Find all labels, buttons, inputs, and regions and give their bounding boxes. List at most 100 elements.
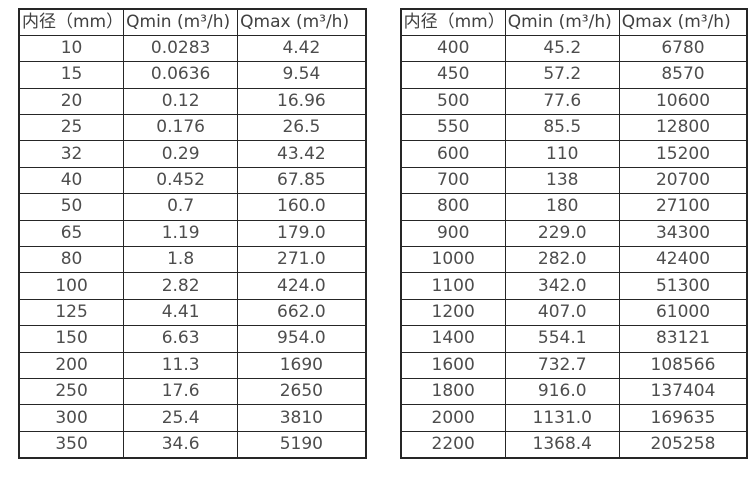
qmin-cell: 229.0 <box>504 219 620 248</box>
diameter-cell: 1800 <box>400 377 506 406</box>
table-row: 1600 732.7 108566 <box>400 351 748 379</box>
diameter-header: 内径（mm） <box>18 8 125 36</box>
qmax-cell: 42400 <box>618 246 748 274</box>
diameter-cell: 400 <box>400 34 506 63</box>
table-row: 25 0.176 26.5 <box>18 114 367 142</box>
table-row: 450 57.2 8570 <box>400 61 748 89</box>
qmin-cell: 85.5 <box>504 114 620 142</box>
qmax-cell: 51300 <box>618 272 748 300</box>
diameter-cell: 2200 <box>400 430 506 459</box>
qmax-cell: 10600 <box>618 87 748 116</box>
qmax-cell: 424.0 <box>237 272 367 300</box>
qmin-cell: 17.6 <box>123 377 239 406</box>
diameter-cell: 500 <box>400 87 506 116</box>
qmax-cell: 27100 <box>618 193 748 221</box>
qmin-cell: 0.0283 <box>123 34 239 63</box>
qmin-cell: 1.8 <box>123 246 239 274</box>
table-row: 250 17.6 2650 <box>18 377 367 406</box>
diameter-cell: 10 <box>18 34 125 63</box>
diameter-cell: 25 <box>18 114 125 142</box>
diameter-cell: 700 <box>400 166 506 195</box>
qmax-cell: 179.0 <box>237 219 367 248</box>
qmin-cell: 6.63 <box>123 325 239 353</box>
diameter-cell: 550 <box>400 114 506 142</box>
table-row: 125 4.41 662.0 <box>18 298 367 327</box>
table-row: 20 0.12 16.96 <box>18 87 367 116</box>
diameter-cell: 80 <box>18 246 125 274</box>
qmin-cell: 0.176 <box>123 114 239 142</box>
table-row: 40 0.452 67.85 <box>18 166 367 195</box>
diameter-cell: 50 <box>18 193 125 221</box>
diameter-cell: 40 <box>18 166 125 195</box>
qmin-cell: 57.2 <box>504 61 620 89</box>
qmax-cell: 662.0 <box>237 298 367 327</box>
qmax-cell: 34300 <box>618 219 748 248</box>
diameter-cell: 65 <box>18 219 125 248</box>
table-row: 15 0.0636 9.54 <box>18 61 367 89</box>
qmin-cell: 25.4 <box>123 404 239 432</box>
table-row: 2200 1368.4 205258 <box>400 430 748 459</box>
table-row: 100 2.82 424.0 <box>18 272 367 300</box>
qmax-header: Qmax (m³/h) <box>618 8 748 36</box>
table-row: 1200 407.0 61000 <box>400 298 748 327</box>
diameter-cell: 150 <box>18 325 125 353</box>
qmin-cell: 110 <box>504 140 620 168</box>
qmax-cell: 271.0 <box>237 246 367 274</box>
table-row: 1000 282.0 42400 <box>400 246 748 274</box>
diameter-cell: 32 <box>18 140 125 168</box>
diameter-cell: 350 <box>18 430 125 459</box>
diameter-cell: 900 <box>400 219 506 248</box>
table-row: 800 180 27100 <box>400 193 748 221</box>
diameter-cell: 15 <box>18 61 125 89</box>
qmax-cell: 43.42 <box>237 140 367 168</box>
table-row: 50 0.7 160.0 <box>18 193 367 221</box>
qmin-cell: 45.2 <box>504 34 620 63</box>
qmax-cell: 26.5 <box>237 114 367 142</box>
qmax-cell: 67.85 <box>237 166 367 195</box>
qmin-cell: 4.41 <box>123 298 239 327</box>
qmax-header: Qmax (m³/h) <box>237 8 367 36</box>
qmax-cell: 83121 <box>618 325 748 353</box>
diameter-cell: 800 <box>400 193 506 221</box>
diameter-cell: 100 <box>18 272 125 300</box>
qmin-cell: 0.0636 <box>123 61 239 89</box>
qmin-cell: 407.0 <box>504 298 620 327</box>
qmin-cell: 34.6 <box>123 430 239 459</box>
qmin-cell: 180 <box>504 193 620 221</box>
qmin-cell: 0.7 <box>123 193 239 221</box>
qmin-cell: 0.12 <box>123 87 239 116</box>
diameter-cell: 200 <box>18 351 125 379</box>
qmin-cell: 1.19 <box>123 219 239 248</box>
table-row: 350 34.6 5190 <box>18 430 367 459</box>
qmin-cell: 0.452 <box>123 166 239 195</box>
diameter-cell: 1600 <box>400 351 506 379</box>
qmin-cell: 282.0 <box>504 246 620 274</box>
flow-rate-table-left: 内径（mm） Qmin (m³/h) Qmax (m³/h) 10 0.0283 4.42… <box>18 8 367 459</box>
table-row: 200 11.3 1690 <box>18 351 367 379</box>
header-row: 内径（mm） Qmin (m³/h) Qmax (m³/h) <box>18 8 367 36</box>
qmax-cell: 6780 <box>618 34 748 63</box>
qmax-cell: 8570 <box>618 61 748 89</box>
qmax-cell: 5190 <box>237 430 367 459</box>
qmax-cell: 16.96 <box>237 87 367 116</box>
table-row: 500 77.6 10600 <box>400 87 748 116</box>
qmin-cell: 916.0 <box>504 377 620 406</box>
diameter-cell: 2000 <box>400 404 506 432</box>
qmax-cell: 1690 <box>237 351 367 379</box>
table-row: 150 6.63 954.0 <box>18 325 367 353</box>
qmin-cell: 1368.4 <box>504 430 620 459</box>
table-row: 900 229.0 34300 <box>400 219 748 248</box>
qmin-cell: 732.7 <box>504 351 620 379</box>
table-row: 80 1.8 271.0 <box>18 246 367 274</box>
table-row: 32 0.29 43.42 <box>18 140 367 168</box>
diameter-cell: 600 <box>400 140 506 168</box>
diameter-cell: 300 <box>18 404 125 432</box>
qmin-cell: 2.82 <box>123 272 239 300</box>
qmax-cell: 954.0 <box>237 325 367 353</box>
diameter-cell: 125 <box>18 298 125 327</box>
table-row: 2000 1131.0 169635 <box>400 404 748 432</box>
qmax-cell: 12800 <box>618 114 748 142</box>
qmax-cell: 61000 <box>618 298 748 327</box>
qmin-cell: 138 <box>504 166 620 195</box>
diameter-cell: 250 <box>18 377 125 406</box>
